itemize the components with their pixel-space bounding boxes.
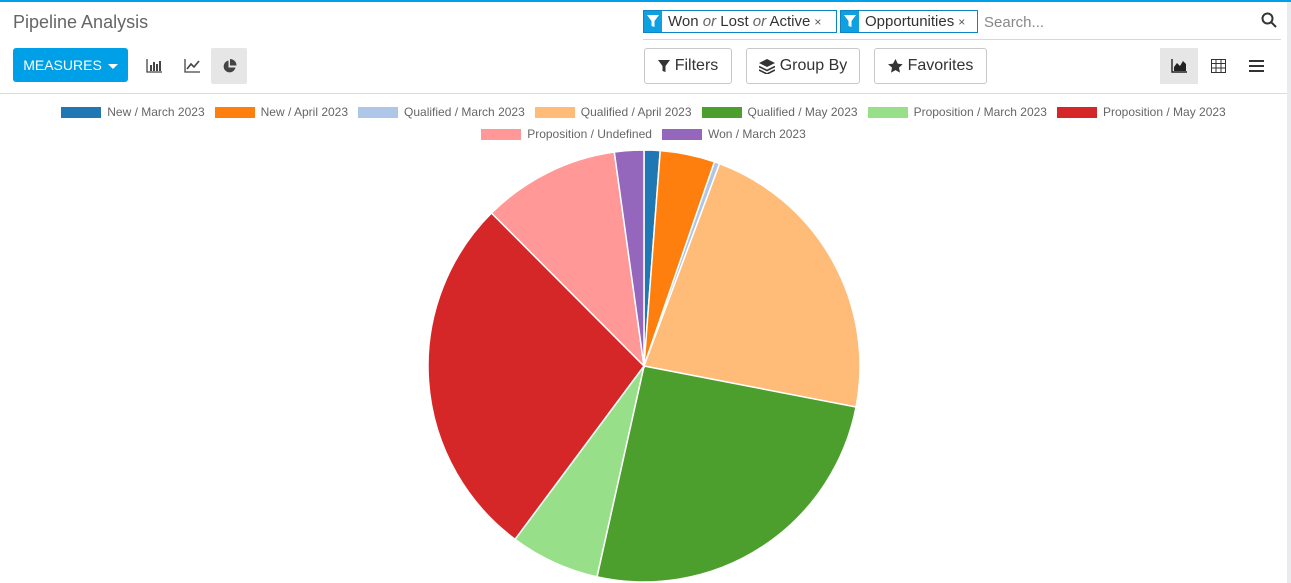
legend-label: Qualified / May 2023 (747, 105, 858, 119)
bar-chart-button[interactable] (136, 48, 172, 84)
legend-swatch (358, 106, 399, 118)
measures-button[interactable]: MEASURES (13, 48, 128, 82)
pie-slice[interactable] (613, 149, 645, 367)
top-accent-line (0, 0, 1291, 2)
list-icon (1248, 60, 1264, 72)
legend-item[interactable]: Proposition / March 2023 (867, 105, 1047, 119)
legend-row: New / March 2023 New / April 2023 Qualif… (0, 101, 1287, 123)
legend-label: Won / March 2023 (707, 127, 806, 141)
measures-label: MEASURES (23, 57, 102, 73)
page-title: Pipeline Analysis (13, 12, 149, 32)
facet-stage-text: Won or Lost or Active (668, 13, 811, 30)
legend-swatch (701, 106, 742, 118)
graph-view-button[interactable] (1160, 48, 1198, 84)
line-chart-icon (184, 59, 200, 73)
search-facet-opportunities[interactable]: Opportunities × (840, 10, 978, 33)
legend-label: New / April 2023 (260, 105, 349, 119)
legend-label: New / March 2023 (107, 105, 205, 119)
legend-swatch (214, 106, 255, 118)
caret-down-icon (107, 63, 118, 69)
facet-stage-close-icon[interactable]: × (814, 14, 822, 29)
facet-opportunities-close-icon[interactable]: × (958, 14, 966, 29)
legend-item[interactable]: Proposition / May 2023 (1056, 105, 1226, 119)
pie-slice[interactable] (490, 151, 646, 369)
favorites-label: Favorites (907, 57, 974, 74)
group-by-button[interactable]: Group By (746, 48, 860, 84)
layers-icon (758, 58, 775, 74)
legend-swatch (61, 106, 102, 118)
legend-row: Proposition / Undefined Won / March 2023 (0, 123, 1287, 145)
legend-swatch (661, 128, 702, 140)
legend-item[interactable]: Qualified / April 2023 (534, 105, 692, 119)
filter-icon (657, 59, 670, 72)
legend-item[interactable]: Qualified / March 2023 (358, 105, 525, 119)
star-icon (887, 59, 903, 73)
table-icon (1210, 59, 1226, 73)
scrollbar-track[interactable] (1287, 2, 1291, 583)
list-view-button[interactable] (1237, 48, 1275, 84)
line-chart-button[interactable] (174, 48, 210, 84)
pie-slice[interactable] (596, 365, 857, 583)
search-input[interactable] (982, 11, 1246, 33)
legend-item[interactable]: New / March 2023 (61, 105, 205, 119)
facet-opportunities-text: Opportunities (865, 13, 955, 30)
legend-label: Qualified / March 2023 (404, 105, 525, 119)
legend-item[interactable]: Proposition / Undefined (481, 127, 652, 141)
legend-swatch (481, 128, 522, 140)
filters-button[interactable]: Filters (644, 48, 732, 84)
legend-label: Proposition / March 2023 (913, 105, 1047, 119)
pie-slice[interactable] (642, 162, 861, 408)
search-bar: Won or Lost or Active × Opportunities × (643, 10, 1281, 40)
legend-swatch (534, 106, 575, 118)
search-facet-stage[interactable]: Won or Lost or Active × (643, 10, 837, 33)
pie-chart-button[interactable] (211, 48, 247, 84)
legend-item[interactable]: Qualified / May 2023 (701, 105, 858, 119)
favorites-button[interactable]: Favorites (874, 48, 987, 84)
area-chart-icon (1171, 59, 1187, 73)
legend-label: Proposition / Undefined (527, 127, 652, 141)
pivot-view-button[interactable] (1199, 48, 1237, 84)
legend-swatch (867, 106, 908, 118)
chart-legend: New / March 2023 New / April 2023 Qualif… (0, 101, 1287, 145)
legend-item[interactable]: Won / March 2023 (661, 127, 806, 141)
group-by-label: Group By (779, 57, 848, 74)
legend-item[interactable]: New / April 2023 (214, 105, 349, 119)
control-panel-divider (0, 93, 1287, 94)
bar-chart-icon (146, 59, 162, 73)
pie-slice[interactable] (427, 211, 645, 541)
legend-label: Qualified / April 2023 (580, 105, 692, 119)
legend-swatch (1056, 106, 1097, 118)
filter-icon (841, 11, 859, 32)
legend-label: Proposition / May 2023 (1102, 105, 1226, 119)
filter-icon (644, 11, 662, 32)
pie-chart-icon (223, 58, 236, 72)
search-icon[interactable] (1261, 12, 1277, 33)
filters-label: Filters (674, 57, 719, 74)
